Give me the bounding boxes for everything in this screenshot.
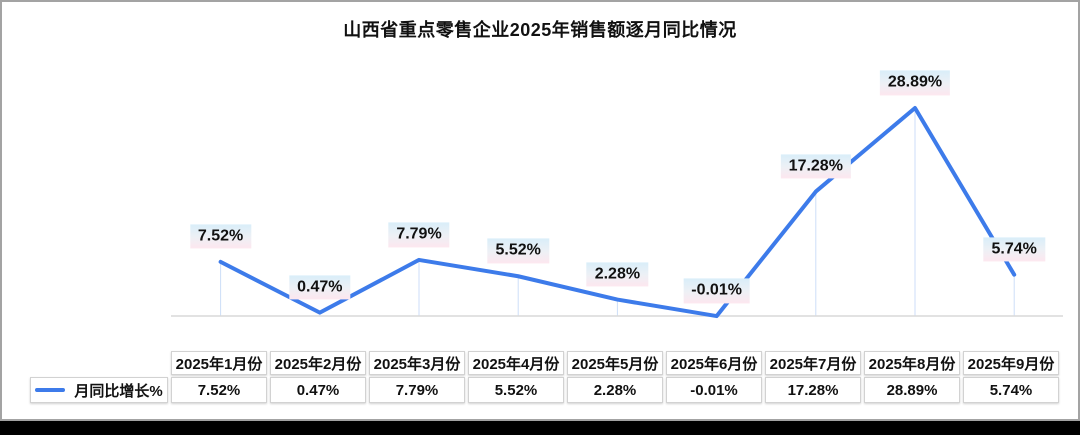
- table-value-cell: 5.52%: [468, 377, 564, 403]
- chart-title: 山西省重点零售企业2025年销售额逐月同比情况: [343, 20, 737, 40]
- data-label: -0.01%: [683, 278, 750, 304]
- table-value-cell: 28.89%: [864, 377, 960, 403]
- bottom-letterbox-bar: [0, 421, 1080, 435]
- chart-panel: 山西省重点零售企业2025年销售额逐月同比情况 7.52% 0.47% 7.79% 5…: [0, 0, 1080, 421]
- data-label: 5.52%: [487, 238, 549, 264]
- table-value-cell: 0.47%: [270, 377, 366, 403]
- data-label: 5.74%: [983, 237, 1045, 262]
- data-label: 28.89%: [879, 70, 951, 95]
- data-label: 17.28%: [780, 153, 851, 179]
- line-series: [218, 105, 1017, 319]
- table-header-cell: 2025年2月份: [270, 351, 366, 375]
- table-header-cell: 2025年8月份: [864, 351, 960, 375]
- table-header-cell: 2025年9月份: [963, 351, 1059, 375]
- data-label: 7.52%: [189, 224, 252, 249]
- data-label: 7.79%: [388, 222, 450, 247]
- table-value-cell: -0.01%: [666, 377, 762, 403]
- table-header-cell: 2025年6月份: [666, 351, 762, 375]
- table-header-cell: 2025年7月份: [765, 351, 861, 375]
- table-header-cell: 2025年1月份: [171, 351, 267, 375]
- chart-svg: [171, 105, 1063, 319]
- table-header-cell: 2025年3月份: [369, 351, 465, 375]
- data-table: 2025年1月份 2025年2月份 2025年3月份 2025年4月份 2025年5月份…: [30, 351, 1059, 403]
- table-value-cell: 7.52%: [171, 377, 267, 403]
- table-value-cell: 17.28%: [765, 377, 861, 403]
- data-label: 0.47%: [289, 275, 351, 300]
- table-value-cell: 2.28%: [567, 377, 663, 403]
- table-header-cell: 2025年4月份: [468, 351, 564, 375]
- legend-label: 月同比增长%: [74, 382, 163, 400]
- data-label: 2.28%: [586, 261, 649, 287]
- legend-cell: 月同比增长%: [30, 377, 168, 403]
- table-header-cell: 2025年5月份: [567, 351, 663, 375]
- table-value-cell: 5.74%: [963, 377, 1059, 403]
- table-value-cell: 7.79%: [369, 377, 465, 403]
- legend-line-swatch: [35, 388, 66, 392]
